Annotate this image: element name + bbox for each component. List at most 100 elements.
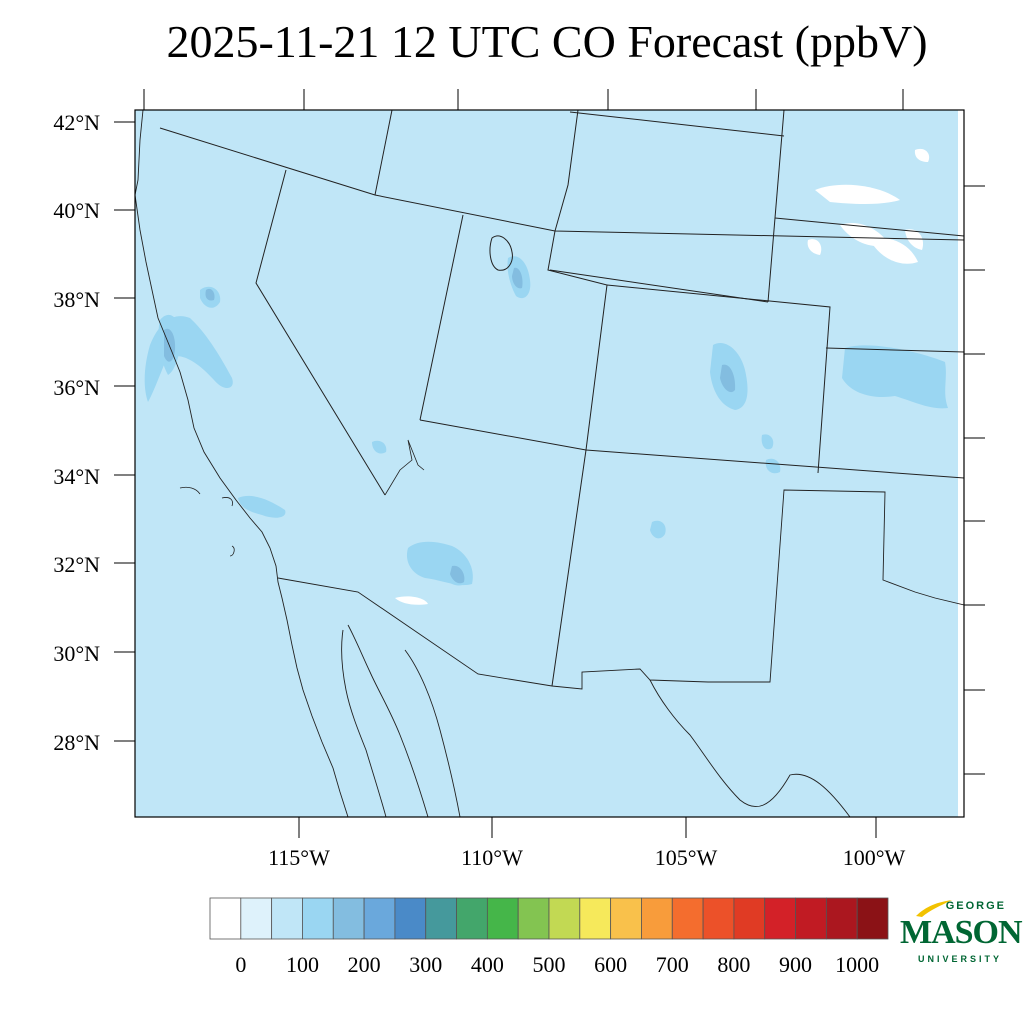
colorbar-swatch xyxy=(394,897,427,940)
clean-patch-dakota xyxy=(914,148,930,162)
border-ut-co xyxy=(547,230,608,451)
colorbar-label: 900 xyxy=(779,952,812,977)
clean-patch-nebraska-4 xyxy=(905,229,924,250)
colorbar-label: 1000 xyxy=(835,952,879,977)
border-mt-wy xyxy=(569,111,785,137)
lon-label: 100°W xyxy=(843,845,906,870)
california-coastline xyxy=(135,110,349,817)
us-mexico-border xyxy=(277,489,964,690)
colorbar-label: 100 xyxy=(286,952,319,977)
border-wy-ne xyxy=(767,110,785,303)
lat-label: 32°N xyxy=(53,552,100,577)
colorbar-swatch xyxy=(517,897,550,940)
colorbar-label: 200 xyxy=(348,952,381,977)
logo-george-text: GEORGE xyxy=(945,900,1006,912)
colorbar-swatch xyxy=(209,897,242,940)
lat-label: 38°N xyxy=(53,287,100,312)
co-patch-colorado-springs xyxy=(761,434,774,450)
mexico-gulf-coast xyxy=(649,679,851,817)
longitude-labels: 115°W 110°W 105°W 100°W xyxy=(268,845,905,870)
great-salt-lake xyxy=(489,235,513,271)
colorbar-swatch xyxy=(548,897,581,940)
hotspot-salt-lake xyxy=(512,267,523,289)
co-enhanced-regions xyxy=(144,256,948,586)
logo-mason-text: MASON xyxy=(900,914,1023,951)
co-patch-las-vegas xyxy=(372,440,387,454)
lat-label: 40°N xyxy=(53,198,100,223)
colorbar-swatch xyxy=(641,897,673,940)
colorbar-swatch xyxy=(363,897,396,940)
co-patch-albuquerque xyxy=(650,520,666,539)
lat-label: 30°N xyxy=(53,641,100,666)
map-title: 2025-11-21 12 UTC CO Forecast (ppbV) xyxy=(166,16,928,67)
clean-patch-east-edge xyxy=(958,110,964,817)
hotspot-sacramento xyxy=(205,288,215,301)
colorbar-swatch xyxy=(456,897,488,940)
border-ca-or xyxy=(159,127,964,241)
colorbar-labels: 0 100 200 300 400 500 600 700 800 900 1000 xyxy=(235,952,879,977)
colorbar-swatch xyxy=(425,897,457,940)
co-patch-kansas xyxy=(842,345,948,409)
border-ks-ok xyxy=(825,347,964,353)
colorbar-swatch xyxy=(486,897,519,940)
george-mason-logo: GEORGE MASON UNIVERSITY xyxy=(896,900,1023,970)
channel-islands xyxy=(179,486,235,557)
latitude-labels: 42°N 40°N 38°N 36°N 34°N 32°N 30°N 28°N xyxy=(53,110,100,755)
state-and-coast-boundaries xyxy=(135,110,964,817)
colorbar-swatch xyxy=(702,897,735,940)
colorbar-swatch xyxy=(332,897,365,940)
co-patch-pueblo xyxy=(765,458,781,474)
map-ticks xyxy=(114,89,985,838)
colorbar-label: 400 xyxy=(471,952,504,977)
colorbar-label: 0 xyxy=(235,952,246,977)
colorbar-label: 800 xyxy=(717,952,750,977)
sonora-coast xyxy=(404,649,461,817)
co-clean-air-patches xyxy=(395,110,964,817)
colorbar-swatch xyxy=(302,897,334,940)
map-field xyxy=(135,110,964,817)
lat-label: 34°N xyxy=(53,464,100,489)
logo-swoosh-icon xyxy=(916,900,952,917)
lon-label: 105°W xyxy=(655,845,718,870)
border-wy-co xyxy=(549,269,769,303)
colorbar-swatch xyxy=(764,897,796,940)
border-wy-north xyxy=(554,110,579,232)
colorbar-label: 300 xyxy=(409,952,442,977)
baja-gulf-coast xyxy=(347,624,429,817)
hotspot-denver xyxy=(720,364,736,393)
border-id-nv xyxy=(374,110,393,196)
colorbar-swatch xyxy=(856,897,889,940)
border-nv-ut xyxy=(419,214,464,421)
colorbar-swatch xyxy=(610,897,642,940)
colorbar-swatch xyxy=(733,897,766,940)
lon-label: 115°W xyxy=(268,845,330,870)
hotspot-phoenix xyxy=(450,565,465,584)
clean-patch-sonora xyxy=(395,596,428,605)
logo-university-text: UNIVERSITY xyxy=(917,954,1002,964)
border-az-ut xyxy=(419,419,964,479)
clean-patch-nebraska-5 xyxy=(807,239,822,255)
border-az-nm xyxy=(551,449,587,687)
colorbar-swatch xyxy=(271,897,303,940)
colorbar-swatch xyxy=(671,897,704,940)
colorbar-label: 600 xyxy=(594,952,627,977)
colorbar-swatch xyxy=(825,897,858,940)
lat-label: 28°N xyxy=(53,730,100,755)
colorbar-swatch xyxy=(579,897,612,940)
clean-patch-nebraska-3 xyxy=(870,238,918,264)
border-co-ks xyxy=(606,284,831,474)
colorbar xyxy=(209,897,889,940)
colorbar-swatch xyxy=(795,897,827,940)
clean-patch-nebraska-1 xyxy=(815,184,900,204)
map-frame xyxy=(134,109,965,818)
lon-label: 110°W xyxy=(461,845,523,870)
colorbar-label: 700 xyxy=(656,952,689,977)
lat-label: 42°N xyxy=(53,110,100,135)
border-ca-nv xyxy=(255,169,386,496)
colorbar-label: 500 xyxy=(533,952,566,977)
colorbar-swatch xyxy=(240,897,273,940)
lat-label: 36°N xyxy=(53,375,100,400)
co-background-field xyxy=(135,110,964,817)
colorado-river xyxy=(384,439,425,496)
